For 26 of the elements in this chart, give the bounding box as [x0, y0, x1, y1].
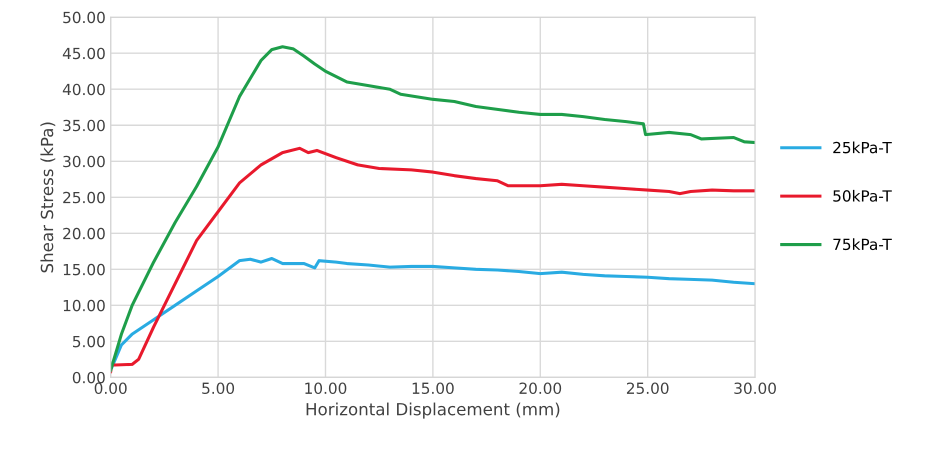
- x-tick-label: 30.00: [734, 382, 776, 394]
- x-tick-label: 20.00: [520, 382, 562, 394]
- y-tick-label: 35.00: [63, 120, 105, 132]
- y-tick-label: 20.00: [63, 228, 105, 240]
- legend-label: 50kPa-T: [833, 190, 892, 202]
- y-tick-label: 40.00: [62, 84, 105, 96]
- line-series: [110, 146, 756, 374]
- x-tick-label: 0.00: [94, 382, 127, 394]
- y-tick-label: 25.00: [63, 192, 105, 204]
- line-series: [110, 45, 756, 372]
- y-tick-label: 50.00: [63, 12, 105, 24]
- line-series: [110, 256, 756, 372]
- x-tick-label: 25.00: [626, 382, 669, 394]
- y-tick-label: 45.00: [62, 48, 105, 60]
- x-axis-title: Horizontal Displacement (mm): [306, 402, 560, 419]
- y-tick-label: 10.00: [64, 300, 105, 312]
- x-tick-label: 15.00: [412, 382, 454, 394]
- y-tick-label: 0.00: [72, 372, 105, 384]
- y-tick-label: 30.00: [63, 156, 105, 168]
- legend-label: 25kPa-T: [833, 141, 892, 154]
- x-tick-label: 10.00: [305, 382, 346, 394]
- legend-label: 75kPa-T: [833, 238, 892, 250]
- y-tick-label: 15.00: [64, 264, 105, 276]
- y-tick-label: 5.00: [72, 336, 105, 348]
- y-axis-title: Shear Stress (kPa): [40, 122, 56, 272]
- x-tick-label: 5.00: [202, 382, 234, 394]
